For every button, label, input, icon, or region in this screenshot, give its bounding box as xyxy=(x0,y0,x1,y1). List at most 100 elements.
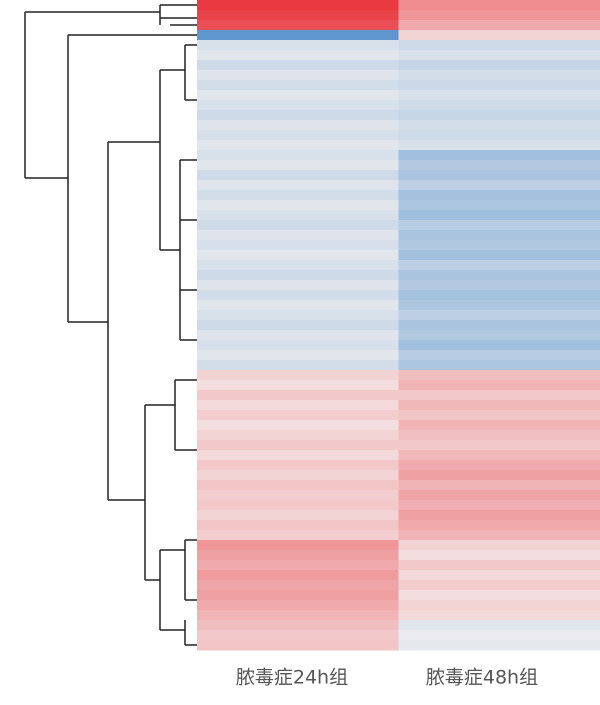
cell xyxy=(197,390,399,401)
cell xyxy=(398,410,600,421)
cell xyxy=(398,560,600,571)
cell xyxy=(197,240,399,251)
cell xyxy=(197,170,399,181)
cell xyxy=(197,570,399,581)
cell xyxy=(197,610,399,621)
cell xyxy=(398,260,600,271)
cell xyxy=(197,340,399,351)
cell xyxy=(197,110,399,121)
cell xyxy=(398,30,600,41)
cell xyxy=(398,250,600,261)
cell xyxy=(398,140,600,151)
cell xyxy=(197,20,399,31)
cell xyxy=(197,120,399,131)
cell xyxy=(197,630,399,641)
cell xyxy=(398,440,600,451)
cell xyxy=(197,620,399,631)
cell xyxy=(197,190,399,201)
cell xyxy=(197,560,399,571)
cell xyxy=(197,530,399,541)
cell xyxy=(197,140,399,151)
cell xyxy=(398,20,600,31)
cell xyxy=(398,360,600,371)
cell xyxy=(197,410,399,421)
cell xyxy=(398,310,600,321)
cell xyxy=(197,40,399,51)
cell xyxy=(197,470,399,481)
cell xyxy=(398,500,600,511)
cell xyxy=(398,240,600,251)
cell xyxy=(398,450,600,461)
cell xyxy=(398,120,600,131)
cell xyxy=(197,250,399,261)
cell xyxy=(197,180,399,191)
cell xyxy=(398,290,600,301)
cell xyxy=(197,550,399,561)
column-label: 脓毒症48h组 xyxy=(426,667,538,689)
cell xyxy=(197,80,399,91)
cell xyxy=(398,390,600,401)
cell xyxy=(398,90,600,101)
cell xyxy=(398,320,600,331)
cell xyxy=(398,420,600,431)
cell xyxy=(197,130,399,141)
heatmap xyxy=(197,0,600,651)
dendrogram xyxy=(24,4,197,646)
cell xyxy=(398,10,600,21)
cell xyxy=(197,260,399,271)
cell xyxy=(197,440,399,451)
cell xyxy=(197,290,399,301)
cell xyxy=(398,380,600,391)
cell xyxy=(398,340,600,351)
cell xyxy=(197,450,399,461)
cell xyxy=(398,530,600,541)
cell xyxy=(398,170,600,181)
cell xyxy=(197,510,399,521)
cell xyxy=(398,570,600,581)
cell xyxy=(398,600,600,611)
cell xyxy=(398,640,600,651)
cell xyxy=(197,0,399,11)
cell xyxy=(398,50,600,61)
cell xyxy=(398,510,600,521)
cell xyxy=(398,590,600,601)
cell xyxy=(398,100,600,111)
cell xyxy=(398,330,600,341)
cell xyxy=(398,160,600,171)
cell xyxy=(197,520,399,531)
cell xyxy=(197,200,399,211)
cell xyxy=(398,550,600,561)
cell xyxy=(398,610,600,621)
cell xyxy=(197,590,399,601)
cell xyxy=(398,630,600,641)
column-label: 脓毒症24h组 xyxy=(236,667,348,689)
cell xyxy=(398,180,600,191)
cell xyxy=(398,230,600,241)
cell xyxy=(398,0,600,11)
cell xyxy=(197,400,399,411)
cell xyxy=(197,220,399,231)
cell xyxy=(197,360,399,371)
cell xyxy=(197,330,399,341)
cell xyxy=(197,50,399,61)
cell xyxy=(398,80,600,91)
cell xyxy=(398,580,600,591)
cell xyxy=(398,620,600,631)
cell xyxy=(398,490,600,501)
cell xyxy=(197,420,399,431)
cell xyxy=(398,470,600,481)
cell xyxy=(197,100,399,111)
cell xyxy=(197,160,399,171)
cell xyxy=(398,540,600,551)
cell xyxy=(197,380,399,391)
cell xyxy=(197,230,399,241)
cell xyxy=(398,70,600,81)
cell xyxy=(197,580,399,591)
cell xyxy=(197,30,399,41)
cell xyxy=(197,150,399,161)
cell xyxy=(197,600,399,611)
cell xyxy=(197,480,399,491)
cell xyxy=(197,270,399,281)
cell xyxy=(398,460,600,471)
